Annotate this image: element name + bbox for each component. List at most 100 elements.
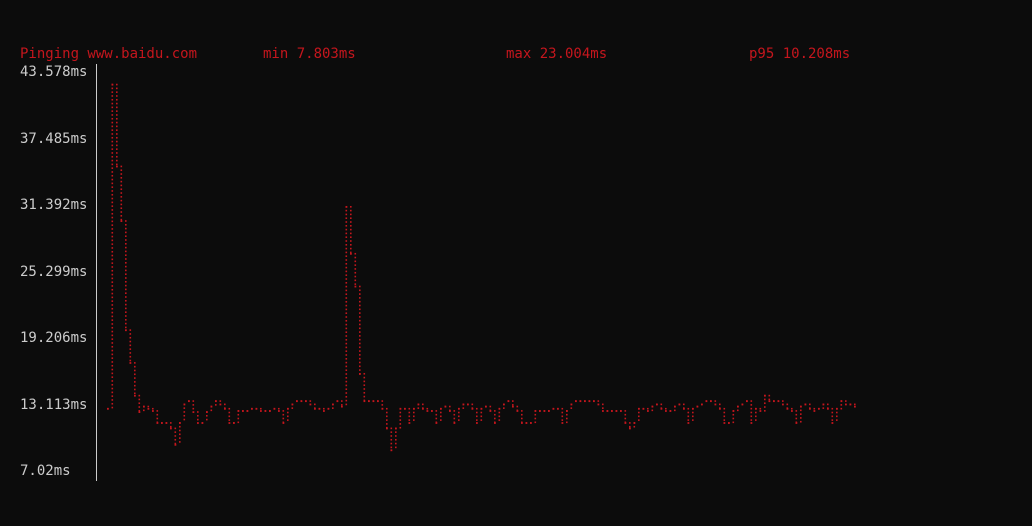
data-point <box>521 410 523 424</box>
data-point <box>426 407 429 412</box>
data-point <box>845 400 847 406</box>
data-point <box>615 410 618 412</box>
data-point <box>840 400 843 410</box>
data-point <box>791 407 793 412</box>
y-tick-label: 25.299ms <box>20 263 88 280</box>
data-point <box>768 394 771 403</box>
data-point <box>278 407 280 412</box>
data-point <box>386 407 388 430</box>
data-point <box>345 206 348 406</box>
data-point <box>732 410 735 424</box>
data-point <box>134 362 136 397</box>
data-point <box>593 400 595 403</box>
data-point <box>777 400 780 403</box>
data-point <box>116 83 118 168</box>
data-point <box>296 400 298 403</box>
data-point <box>156 410 159 424</box>
y-tick-label: 37.485ms <box>20 130 88 147</box>
data-point <box>449 405 451 412</box>
data-point <box>728 422 730 424</box>
data-point <box>327 407 330 410</box>
data-point <box>674 405 676 412</box>
data-point <box>701 403 703 406</box>
data-point <box>516 405 519 412</box>
data-point <box>579 400 582 403</box>
data-point <box>683 403 685 410</box>
data-point <box>111 83 114 409</box>
data-point <box>494 410 496 424</box>
data-point <box>566 410 568 424</box>
data-point <box>219 400 222 406</box>
header-p95: p95 10.208ms <box>749 46 851 62</box>
data-point <box>453 410 456 424</box>
data-point <box>665 407 667 412</box>
data-point <box>413 407 415 421</box>
data-point <box>512 400 514 408</box>
data-point <box>629 422 631 430</box>
data-point <box>539 410 541 412</box>
data-point <box>809 403 811 410</box>
data-point <box>773 400 775 403</box>
data-point <box>273 407 276 410</box>
data-point <box>332 403 334 409</box>
data-point <box>534 410 537 424</box>
data-point <box>120 165 123 222</box>
data-point <box>359 285 361 375</box>
data-point <box>552 407 555 410</box>
data-point <box>318 407 321 410</box>
data-point <box>849 403 852 406</box>
data-point <box>431 410 433 412</box>
data-point <box>363 372 366 403</box>
data-point <box>489 405 492 412</box>
data-point <box>741 403 744 406</box>
data-point <box>422 403 424 410</box>
data-point <box>174 427 177 446</box>
data-point <box>444 405 447 408</box>
data-point <box>678 403 681 406</box>
data-point <box>188 400 190 403</box>
data-point <box>764 394 766 412</box>
data-point <box>570 403 573 409</box>
data-point <box>165 422 168 424</box>
data-point <box>611 410 613 412</box>
data-point <box>651 405 654 412</box>
data-point <box>503 403 505 409</box>
data-point <box>638 407 640 421</box>
data-point <box>143 405 145 412</box>
data-point <box>633 422 636 428</box>
data-point <box>440 407 442 421</box>
data-point <box>575 400 577 403</box>
data-point <box>755 407 757 421</box>
y-tick-label: 13.113ms <box>20 396 88 413</box>
data-point <box>525 422 528 424</box>
y-tick-label: 43.578ms <box>20 64 88 80</box>
data-point <box>854 403 856 408</box>
data-point <box>557 407 559 410</box>
data-point <box>215 400 217 406</box>
data-point <box>561 407 564 424</box>
data-point <box>233 422 235 424</box>
data-point <box>314 403 316 410</box>
data-point <box>179 422 181 443</box>
data-point <box>750 400 753 424</box>
data-point <box>269 410 271 412</box>
data-point <box>282 410 285 424</box>
data-point <box>224 403 226 410</box>
data-point <box>377 400 379 403</box>
data-point <box>660 403 663 410</box>
data-point <box>584 400 586 403</box>
data-point <box>323 407 325 412</box>
data-point <box>336 400 339 403</box>
data-point <box>183 403 186 421</box>
data-point <box>746 400 748 403</box>
data-point <box>543 410 546 412</box>
data-point <box>705 400 708 403</box>
data-point <box>264 410 267 412</box>
data-point <box>390 427 393 452</box>
data-point <box>530 422 532 424</box>
data-point <box>228 407 231 424</box>
header-max: max 23.004ms <box>506 46 608 62</box>
y-tick-label: 19.206ms <box>20 330 88 346</box>
data-point <box>471 403 474 410</box>
data-point <box>696 405 699 408</box>
